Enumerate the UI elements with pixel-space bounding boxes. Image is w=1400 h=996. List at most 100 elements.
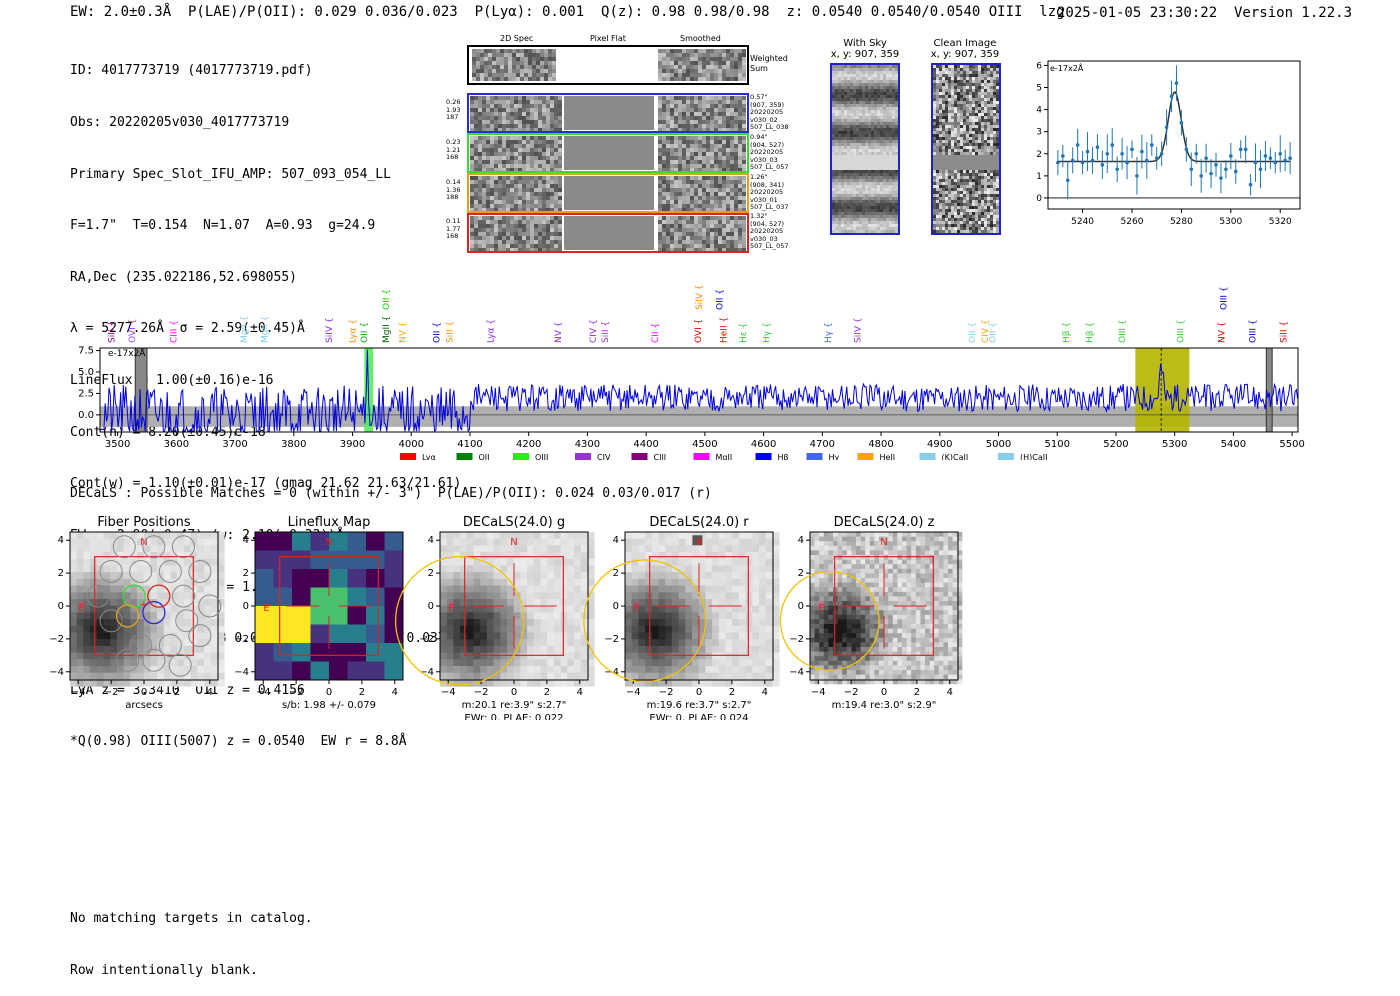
noise-pixel — [558, 188, 562, 192]
sky-pixel — [862, 167, 865, 170]
clean-pixel — [945, 173, 948, 176]
noise-pixel — [510, 112, 514, 116]
panel-pixel — [70, 673, 77, 680]
clean-pixel — [957, 212, 960, 215]
noise-pixel — [674, 73, 678, 77]
noise-pixel — [486, 204, 490, 208]
sky-pixel — [853, 110, 856, 113]
noise-pixel — [674, 104, 678, 108]
clean-pixel — [993, 203, 996, 206]
sky-pixel — [895, 80, 898, 83]
noise-pixel — [734, 148, 738, 152]
clean-pixel — [957, 215, 960, 218]
sky-pixel — [874, 68, 877, 71]
clean-pixel — [948, 221, 951, 224]
noise-pixel — [710, 240, 714, 244]
clean-pixel — [957, 170, 960, 173]
clean-pixel — [975, 131, 978, 134]
noise-pixel — [534, 108, 538, 112]
sky-pixel — [892, 188, 895, 191]
noise-pixel — [682, 228, 686, 232]
sky-pixel — [850, 167, 853, 170]
sky-pixel — [877, 149, 880, 152]
noise-pixel — [510, 184, 514, 188]
sky-pixel — [856, 86, 859, 89]
clean-pixel — [996, 170, 999, 173]
sky-pixel — [889, 215, 892, 218]
noise-pixel — [502, 200, 506, 204]
sky-pixel — [868, 194, 871, 197]
sky-pixel — [844, 128, 847, 131]
sky-pixel — [847, 218, 850, 221]
line-label: OIII { — [1219, 286, 1229, 310]
sky-pixel — [847, 209, 850, 212]
noise-pixel — [534, 216, 538, 220]
sky-pixel — [853, 83, 856, 86]
noise-pixel — [474, 192, 478, 196]
noise-pixel — [538, 228, 542, 232]
sky-pixel — [874, 89, 877, 92]
clean-pixel — [957, 134, 960, 137]
clean-pixel — [975, 128, 978, 131]
sky-pixel — [835, 173, 838, 176]
noise-pixel — [722, 220, 726, 224]
clean-pixel — [951, 206, 954, 209]
sky-pixel — [883, 197, 886, 200]
noise-pixel — [726, 65, 730, 69]
sky-pixel — [835, 191, 838, 194]
noise-pixel — [694, 104, 698, 108]
clean-pixel — [978, 65, 981, 68]
panel-pixel — [110, 592, 117, 599]
noise-pixel — [702, 176, 706, 180]
clean-pixel — [996, 155, 999, 158]
sky-pixel — [889, 179, 892, 182]
clean-pixel — [942, 113, 945, 116]
noise-pixel — [726, 57, 730, 61]
noise-pixel — [698, 104, 702, 108]
clean-pixel — [966, 227, 969, 230]
noise-pixel — [698, 160, 702, 164]
sky-pixel — [892, 119, 895, 122]
noise-pixel — [482, 144, 486, 148]
noise-pixel — [516, 57, 520, 61]
sky-pixel — [877, 227, 880, 230]
clean-pixel — [957, 206, 960, 209]
noise-pixel — [554, 184, 558, 188]
clean-pixel — [948, 230, 951, 233]
noise-pixel — [498, 196, 502, 200]
clean-pixel — [984, 230, 987, 233]
noise-pixel — [494, 160, 498, 164]
sky-pixel — [877, 215, 880, 218]
noise-pixel — [742, 57, 746, 61]
fit-point — [1219, 176, 1223, 180]
sky-pixel — [835, 74, 838, 77]
noise-pixel — [742, 152, 746, 156]
noise-pixel — [710, 160, 714, 164]
noise-pixel — [694, 140, 698, 144]
clean-pixel — [996, 77, 999, 80]
clean-pixel — [939, 74, 942, 77]
noise-pixel — [674, 244, 678, 248]
noise-pixel — [726, 184, 730, 188]
clean-pixel — [972, 200, 975, 203]
sky-pixel — [868, 188, 871, 191]
panel-pixel — [90, 592, 97, 599]
noise-pixel — [662, 244, 666, 248]
noise-pixel — [514, 156, 518, 160]
noise-pixel — [550, 100, 554, 104]
sky-pixel — [859, 221, 862, 224]
noise-pixel — [734, 120, 738, 124]
clean-pixel — [972, 140, 975, 143]
noise-pixel — [534, 232, 538, 236]
panel-pixel — [83, 646, 90, 653]
fit-point — [1214, 163, 1218, 167]
clean-pixel — [960, 164, 963, 167]
spec-x-tick-label: 4500 — [692, 439, 717, 450]
panel-pixel — [130, 659, 137, 666]
noise-pixel — [528, 61, 532, 65]
clean-pixel — [987, 119, 990, 122]
clean-pixel — [957, 164, 960, 167]
sky-pixel — [844, 101, 847, 104]
fit-x-tick-label: 5300 — [1219, 217, 1242, 227]
sky-pixel — [844, 224, 847, 227]
